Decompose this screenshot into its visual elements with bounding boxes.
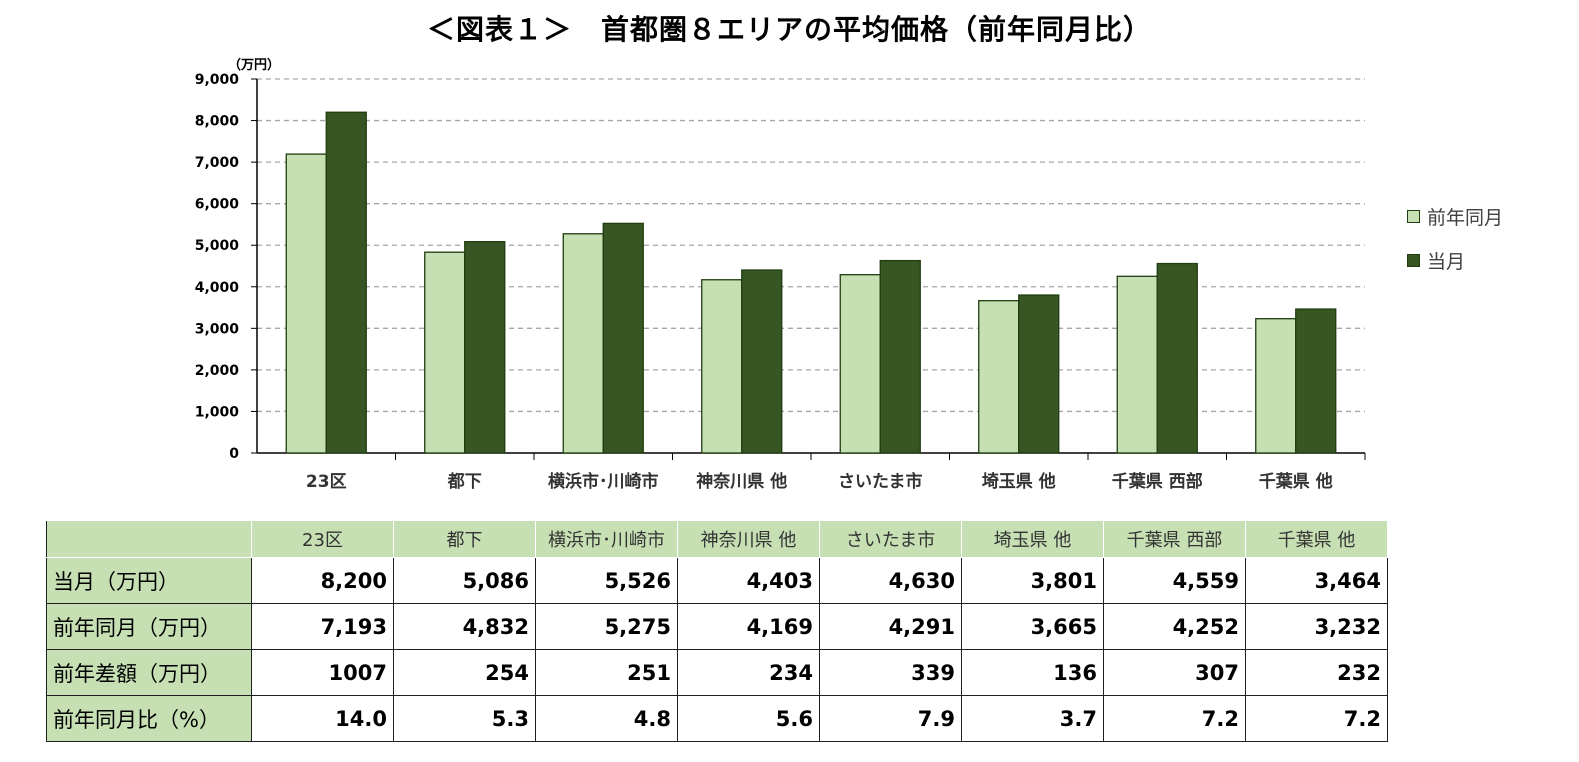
x-tick-label: 埼玉県 他 — [982, 471, 1056, 492]
x-tick-label: 23区 — [306, 472, 347, 492]
bar-prev-year — [285, 153, 327, 454]
table-cell: 7.2 — [1103, 695, 1246, 742]
bar-current-month — [1295, 308, 1337, 454]
table-cell: 8,200 — [251, 557, 394, 604]
table-cell: 5.6 — [677, 695, 820, 742]
table-cell: 234 — [677, 649, 820, 696]
bar-current-month — [741, 269, 783, 454]
legend-label-curr: 当月 — [1427, 250, 1466, 273]
legend-swatch-curr — [1407, 253, 1420, 267]
table-row: 前年同月比（%） 14.0 5.3 4.8 5.6 7.9 3.7 7.2 7.… — [46, 695, 1388, 742]
table-cell: 4,403 — [677, 557, 820, 604]
table-cell: 4,252 — [1103, 603, 1246, 650]
y-tick-label: 2,000 — [195, 363, 240, 379]
table-cell: 4,169 — [677, 603, 820, 650]
chart-title: ＜図表１＞ 首都圏８エリアの平均価格（前年同月比） — [426, 13, 1152, 46]
table-header-cell: 横浜市･川崎市 — [535, 520, 678, 558]
bar-prev-year — [701, 279, 743, 454]
table-header-cell: 千葉県 他 — [1245, 520, 1388, 558]
y-axis-unit-label: （万円） — [228, 58, 281, 73]
legend: 前年同月 当月 — [1407, 205, 1503, 293]
y-tick-label: 7,000 — [195, 155, 240, 171]
y-tick-label: 6,000 — [195, 197, 240, 213]
y-tick-label: 5,000 — [195, 238, 240, 254]
bar-prev-year — [978, 300, 1020, 454]
table-header-cell: 23区 — [251, 520, 394, 558]
table-cell: 5,086 — [393, 557, 536, 604]
y-tick-label: 9,000 — [195, 72, 240, 88]
bar-current-month — [464, 240, 506, 454]
data-table: 23区 都下 横浜市･川崎市 神奈川県 他 さいたま市 埼玉県 他 千葉県 西部… — [46, 520, 1388, 742]
table-row: 前年差額（万円） 1007 254 251 234 339 136 307 23… — [46, 649, 1388, 696]
table-cell: 1007 — [251, 649, 394, 696]
table-cell: 251 — [535, 649, 678, 696]
table-cell: 4,832 — [393, 603, 536, 650]
table-cell: 14.0 — [251, 695, 394, 742]
x-tick-label: さいたま市 — [838, 471, 923, 492]
table-cell: 4,630 — [819, 557, 962, 604]
table-cell: 5,275 — [535, 603, 678, 650]
table-cell: 4,559 — [1103, 557, 1246, 604]
table-cell: 7.9 — [819, 695, 962, 742]
table-cell: 4,291 — [819, 603, 962, 650]
legend-item-prev: 前年同月 — [1407, 205, 1504, 229]
table-cell: 7.2 — [1245, 695, 1388, 742]
table-cell: 339 — [819, 649, 962, 696]
y-tick-label: 3,000 — [195, 321, 240, 337]
x-tick-label: 千葉県 西部 — [1112, 471, 1203, 492]
table-cell: 5.3 — [393, 695, 536, 742]
table-cell: 232 — [1245, 649, 1388, 696]
table-cell: 4.8 — [535, 695, 678, 742]
y-tick-label: 1,000 — [195, 404, 240, 420]
table-header-row: 23区 都下 横浜市･川崎市 神奈川県 他 さいたま市 埼玉県 他 千葉県 西部… — [46, 520, 1388, 558]
bar-chart: 0 1,000 2,000 3,000 4,000 5,000 6,000 7,000 8,00… — [195, 72, 1366, 492]
table-row: 当月（万円） 8,200 5,086 5,526 4,403 4,630 3,8… — [46, 557, 1388, 604]
y-tick-label: 0 — [229, 446, 239, 462]
y-tick-label: 8,000 — [195, 114, 240, 130]
bar-current-month — [602, 222, 644, 454]
table-cell: 254 — [393, 649, 536, 696]
bar-current-month — [1018, 294, 1060, 454]
bar-current-month — [879, 259, 921, 454]
bar-current-month — [1156, 262, 1198, 454]
bar-prev-year — [424, 251, 466, 454]
legend-swatch-prev — [1407, 209, 1420, 223]
table-header-cell: さいたま市 — [819, 520, 962, 558]
x-tick-label: 神奈川県 他 — [696, 471, 787, 492]
bar-prev-year — [1116, 275, 1158, 454]
bar-prev-year — [1255, 318, 1297, 454]
x-tick-label: 都下 — [447, 471, 482, 492]
row-label: 前年差額（万円） — [46, 649, 252, 696]
legend-item-curr: 当月 — [1407, 249, 1503, 273]
table-cell: 7,193 — [251, 603, 394, 650]
x-tick-label: 千葉県 他 — [1259, 471, 1333, 492]
bar-prev-year — [839, 274, 881, 454]
table-cell: 136 — [961, 649, 1104, 696]
row-label: 前年同月比（%） — [46, 695, 252, 742]
table-header-cell: 都下 — [393, 520, 536, 558]
bar-prev-year — [562, 233, 604, 454]
bar-current-month — [325, 111, 367, 454]
table-cell: 307 — [1103, 649, 1246, 696]
table-header-cell: 神奈川県 他 — [677, 520, 820, 558]
table-header-cell: 埼玉県 他 — [961, 520, 1104, 558]
legend-label-prev: 前年同月 — [1427, 206, 1504, 229]
row-label: 当月（万円） — [46, 557, 252, 604]
table-cell: 3,464 — [1245, 557, 1388, 604]
table-cell: 5,526 — [535, 557, 678, 604]
table-cell: 3,801 — [961, 557, 1104, 604]
table-cell: 3,232 — [1245, 603, 1388, 650]
table-header-cell: 千葉県 西部 — [1103, 520, 1246, 558]
table-corner-cell — [46, 520, 252, 558]
x-tick-label: 横浜市･川崎市 — [548, 471, 659, 492]
row-label: 前年同月（万円） — [46, 603, 252, 650]
table-row: 前年同月（万円） 7,193 4,832 5,275 4,169 4,291 3… — [46, 603, 1388, 650]
table-cell: 3,665 — [961, 603, 1104, 650]
y-tick-label: 4,000 — [195, 280, 240, 296]
table-cell: 3.7 — [961, 695, 1104, 742]
